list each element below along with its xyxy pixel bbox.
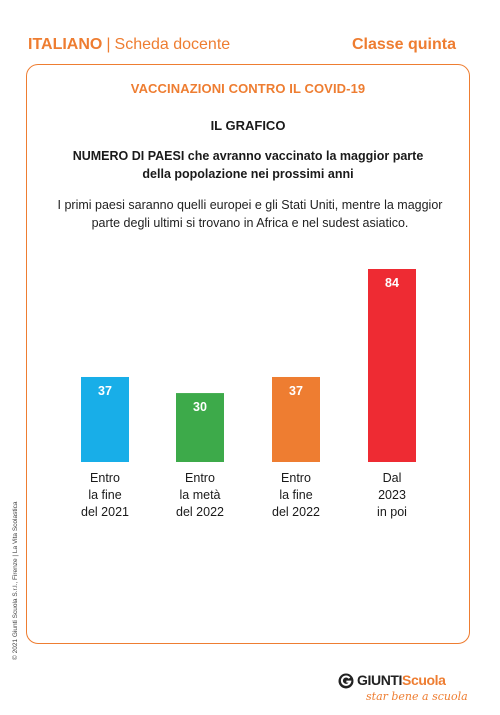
bar-4	[368, 269, 416, 462]
brand-main: GIUNTI	[357, 672, 403, 688]
category-label-3-line-2: la fine	[279, 488, 312, 502]
header-separator: |	[106, 36, 111, 53]
bar-1	[81, 376, 129, 462]
category-label-2-line-3: del 2022	[176, 505, 224, 519]
bar-2	[176, 393, 224, 462]
bar-value-label-1: 37	[98, 384, 112, 398]
category-label-1-line-3: del 2021	[81, 505, 129, 519]
page-header: ITALIANO | Scheda docente Classe quinta	[28, 36, 456, 58]
bar-value-label-2: 30	[193, 400, 207, 414]
section-title: IL GRAFICO	[210, 118, 286, 133]
card-title: VACCINAZIONI CONTRO IL COVID-19	[130, 81, 366, 96]
brand-g-icon	[338, 673, 354, 689]
chart-description: I primi paesi saranno quelli europei e g…	[41, 196, 459, 232]
category-label-2-line-2: la metà	[180, 488, 221, 502]
bar-3	[272, 376, 320, 462]
header-left: ITALIANO | Scheda docente	[28, 36, 230, 54]
category-label-3-line-3: del 2022	[272, 505, 320, 519]
category-label-4-line-2: 2023	[378, 488, 406, 502]
bar-value-label-4: 84	[385, 276, 399, 290]
brand-name: GIUNTIScuola	[357, 672, 446, 688]
category-label-4-line-3: in poi	[377, 505, 407, 519]
brand-tagline: star bene a scuola	[366, 690, 468, 703]
category-label-1-line-2: la fine	[88, 488, 121, 502]
doc-type-label: Scheda docente	[114, 36, 231, 53]
subject-label: ITALIANO	[28, 36, 103, 53]
bar-chart: 37 Entro la fine del 2021 30 Entro la metà del …	[81, 269, 416, 519]
brand-accent: Scuola	[402, 672, 446, 688]
category-label-1-line-1: Entro	[90, 471, 120, 485]
copyright-credit: © 2021 Giunti Scuola S.r.l., Firenze | L…	[12, 501, 19, 660]
description-line-2: parte degli ultimi si trovano in Africa …	[91, 216, 409, 230]
bar-value-label-3: 37	[289, 384, 303, 398]
chart-title-line-1: NUMERO DI PAESI che avranno vaccinato la…	[72, 149, 424, 163]
category-label-4-line-1: Dal	[383, 471, 402, 485]
category-label-2-line-1: Entro	[185, 471, 215, 485]
category-label-3-line-1: Entro	[281, 471, 311, 485]
description-line-1: I primi paesi saranno quelli europei e g…	[57, 198, 443, 212]
giunti-scuola-logo: GIUNTIScuola star bene a scuola	[338, 672, 488, 706]
content-card: VACCINAZIONI CONTRO IL COVID-19 IL GRAFI…	[26, 64, 470, 644]
chart-title: NUMERO DI PAESI che avranno vaccinato la…	[47, 147, 449, 183]
chart-title-line-2: della popolazione nei prossimi anni	[142, 167, 354, 181]
class-label: Classe quinta	[351, 36, 456, 53]
